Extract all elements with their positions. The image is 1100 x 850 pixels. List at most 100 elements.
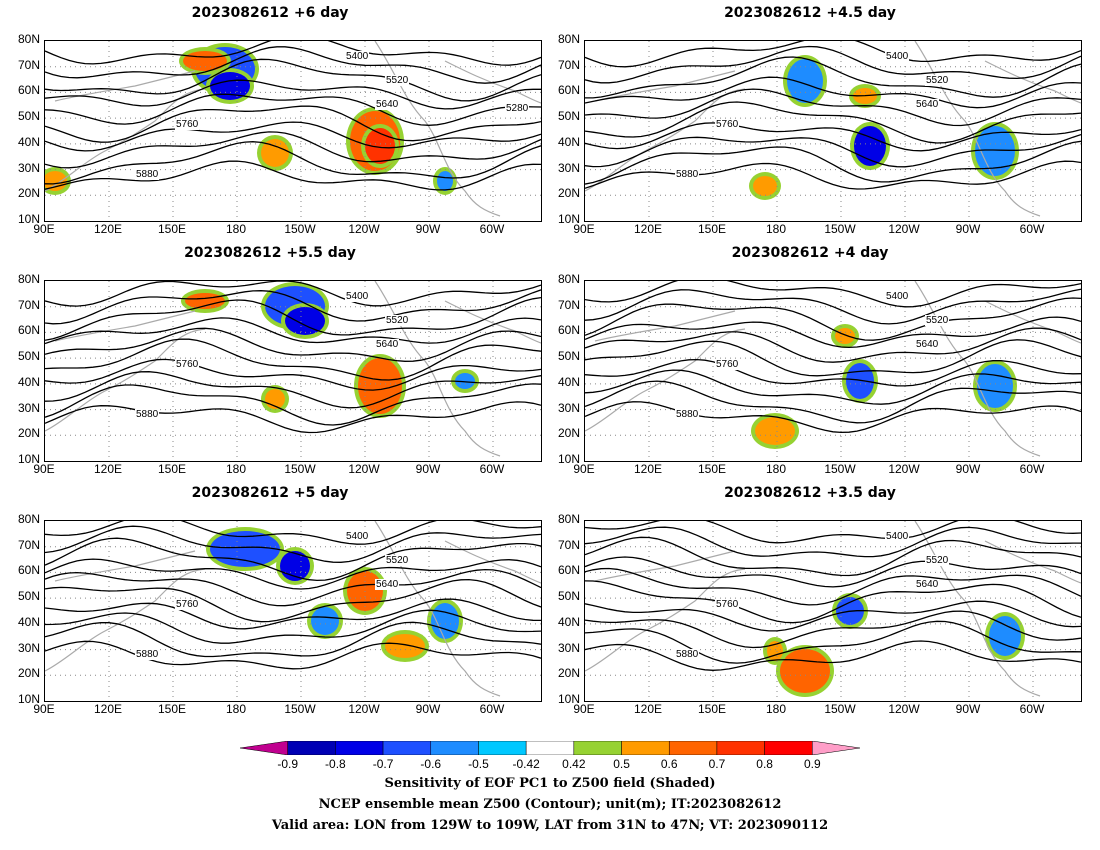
lat-tick-label: 40N (557, 374, 580, 389)
z500-contour (45, 598, 541, 630)
map-svg (585, 281, 1081, 461)
lat-tick-label: 80N (17, 272, 40, 286)
z500-contour (585, 41, 1081, 68)
colorbar-tick-label: -0.9 (277, 757, 299, 771)
z500-contour (45, 521, 541, 545)
coastline (594, 310, 736, 342)
lon-tick-label: 180 (765, 462, 787, 476)
z500-contour (45, 568, 541, 607)
map-panel: 2023082612 +5 day 80N 70N 60N 50N 40N 30N 20N 10… (0, 480, 542, 716)
lon-tick-label: 90W (415, 222, 441, 236)
lat-tick-label: 60N (557, 83, 580, 98)
lat-tick-label: 80N (557, 272, 580, 286)
contour-label: 5760 (715, 119, 740, 130)
z500-contour (45, 537, 541, 582)
lon-tick-label: 90E (573, 462, 595, 476)
lon-tick-label: 120W (888, 462, 920, 476)
colorbar-tick-label: 0.9 (803, 757, 821, 771)
coastline (585, 568, 746, 672)
sensitivity-shading (755, 417, 795, 445)
z500-contour (585, 140, 1081, 185)
lon-tick-label: 180 (765, 222, 787, 236)
z500-contour (585, 521, 1081, 544)
panel-title: 2023082612 +4 day (731, 245, 889, 261)
z500-contour (45, 401, 541, 434)
colorbar-swatch (573, 741, 622, 755)
lat-tick-label: 70N (17, 537, 40, 552)
lon-tick-label: 60W (1019, 702, 1045, 716)
lat-tick-label: 20N (17, 186, 40, 201)
z500-contour (45, 289, 541, 325)
colorbar-tick-label: -0.6 (420, 757, 442, 771)
map-svg (45, 41, 541, 221)
lon-tick-label: 120W (348, 702, 380, 716)
sensitivity-shading (846, 363, 874, 399)
lon-tick-label: 90E (33, 222, 55, 236)
coastline (914, 41, 1041, 217)
lat-tick-label: 80N (17, 32, 40, 46)
z500-contour (585, 640, 1081, 671)
sensitivity-shading (975, 126, 1015, 176)
lon-tick-label: 180 (225, 702, 247, 716)
sensitivity-shading (787, 59, 823, 103)
lat-tick-label: 70N (557, 537, 580, 552)
lat-tick-label: 20N (17, 426, 40, 441)
lon-tick-label: 120W (348, 222, 380, 236)
contour-label: 5400 (885, 51, 910, 62)
contour-label: 5400 (345, 291, 370, 302)
z500-contour (45, 358, 541, 391)
colorbar-tick-label: -0.5 (468, 757, 489, 771)
z500-contour (45, 105, 541, 143)
sensitivity-shading (780, 649, 830, 693)
lon-tick-label: 120E (633, 702, 663, 716)
lat-tick-label: 50N (557, 589, 580, 604)
z500-contour (45, 317, 541, 345)
lon-tick-label: 120E (633, 222, 663, 236)
lon-tick-label: 150W (284, 222, 316, 236)
colorbar-swatch (716, 741, 765, 755)
map-svg (45, 521, 541, 701)
lat-tick-label: 30N (557, 160, 580, 175)
z500-contour (585, 369, 1081, 405)
z500-contour (585, 101, 1081, 144)
z500-contour (585, 297, 1081, 341)
lon-tick-label: 120E (633, 462, 663, 476)
footer-line-3: Valid area: LON from 129W to 109W, LAT f… (271, 818, 829, 833)
z500-contour (585, 380, 1081, 424)
lon-tick-label: 60W (479, 702, 505, 716)
lon-tick-label: 90W (955, 702, 981, 716)
contour-label: 5640 (915, 339, 940, 350)
sensitivity-shading (311, 607, 339, 635)
z500-contour (585, 316, 1081, 349)
z500-contour (585, 536, 1081, 577)
colorbar-tick-label: 0.8 (756, 757, 773, 771)
z500-contour (45, 296, 541, 341)
lat-tick-label: 80N (17, 512, 40, 526)
z500-contour (585, 580, 1081, 624)
lat-tick-label: 10N (17, 212, 40, 226)
z500-contour (585, 339, 1081, 377)
colorbar-swatch (335, 741, 384, 755)
lon-tick-label: 90E (33, 462, 55, 476)
contour-label: 5400 (345, 531, 370, 542)
lon-tick-label: 60W (479, 222, 505, 236)
contour-label: 5760 (175, 359, 200, 370)
map-svg (45, 281, 541, 461)
z500-contour (45, 131, 541, 169)
sensitivity-shading (455, 373, 475, 389)
coastline (594, 550, 736, 582)
contour-label: 5880 (675, 169, 700, 180)
contour-label: 5640 (375, 99, 400, 110)
sensitivity-shading (385, 634, 425, 658)
lat-tick-label: 70N (557, 57, 580, 72)
z500-contour (585, 133, 1081, 168)
lat-tick-label: 60N (557, 563, 580, 578)
lon-tick-label: 150W (284, 462, 316, 476)
contour-label: 5760 (715, 599, 740, 610)
z500-contour (585, 620, 1081, 664)
coastline (594, 70, 736, 102)
contour-label: 5520 (385, 555, 410, 566)
z500-contour (45, 383, 541, 426)
coastline (45, 568, 206, 672)
contour-label: 5520 (925, 315, 950, 326)
